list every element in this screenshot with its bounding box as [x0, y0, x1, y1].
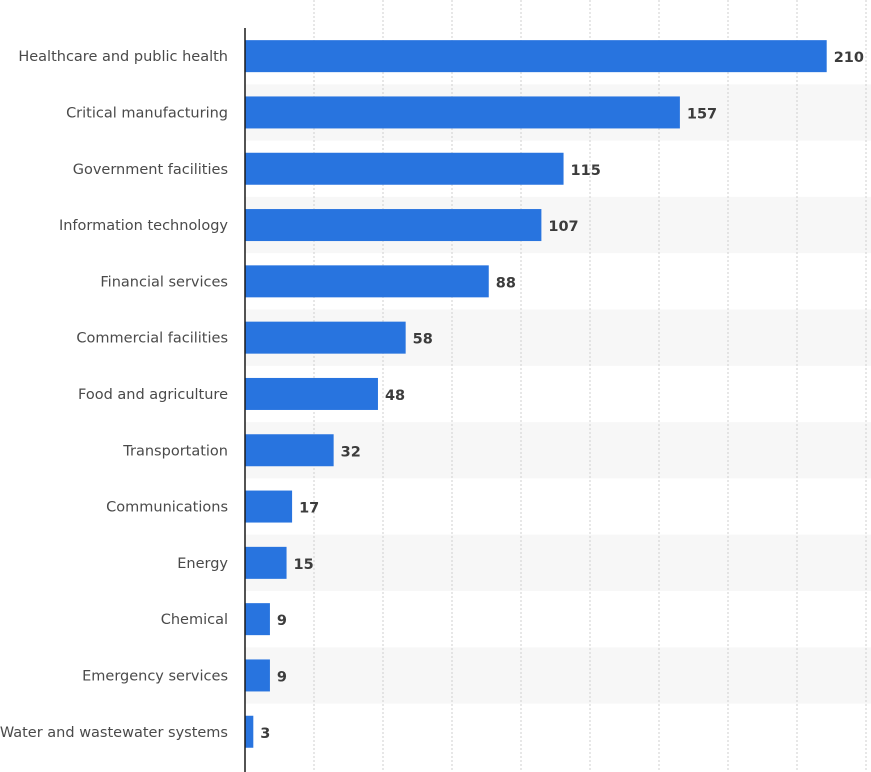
gridlines — [313, 0, 867, 772]
bar — [245, 603, 270, 636]
row-bands — [245, 84, 871, 704]
bar — [245, 434, 334, 467]
category-label: Government facilities — [73, 162, 228, 178]
value-label: 88 — [496, 275, 516, 291]
value-label: 9 — [277, 669, 287, 685]
category-labels: Healthcare and public health Critical man… — [0, 49, 228, 741]
value-label: 58 — [413, 332, 433, 348]
value-label: 210 — [834, 50, 864, 66]
value-label: 9 — [277, 613, 287, 629]
bar — [245, 40, 827, 73]
category-label: Food and agriculture — [78, 387, 228, 403]
category-label: Information technology — [59, 218, 228, 234]
row-band — [245, 647, 871, 704]
bar — [245, 490, 293, 523]
bar — [245, 377, 378, 410]
value-label: 15 — [294, 557, 314, 573]
bar — [245, 659, 270, 692]
category-label: Communications — [106, 500, 228, 516]
bar — [245, 546, 287, 579]
bar — [245, 265, 489, 298]
value-label: 115 — [571, 163, 601, 179]
category-label: Healthcare and public health — [18, 49, 228, 65]
category-label: Water and wastewater systems — [0, 725, 228, 741]
category-label: Critical manufacturing — [66, 105, 228, 121]
value-label: 32 — [341, 444, 361, 460]
category-label: Energy — [177, 556, 228, 572]
value-label: 157 — [687, 106, 717, 122]
bar — [245, 321, 406, 354]
value-label: 107 — [548, 219, 578, 235]
category-label: Transportation — [122, 443, 228, 459]
category-label: Financial services — [100, 274, 228, 290]
bar — [245, 96, 680, 129]
bar — [245, 715, 254, 748]
bar — [245, 209, 542, 242]
row-band — [245, 422, 871, 479]
value-label: 48 — [385, 388, 405, 404]
category-label: Chemical — [161, 612, 228, 628]
bar — [245, 152, 564, 185]
row-band — [245, 534, 871, 591]
category-label: Commercial facilities — [76, 331, 228, 347]
value-labels: 210 157 115 107 88 58 48 32 17 15 9 9 3 — [260, 50, 864, 742]
category-label: Emergency services — [82, 668, 228, 684]
bars — [245, 40, 827, 748]
value-label: 3 — [260, 726, 270, 742]
value-label: 17 — [299, 501, 319, 517]
